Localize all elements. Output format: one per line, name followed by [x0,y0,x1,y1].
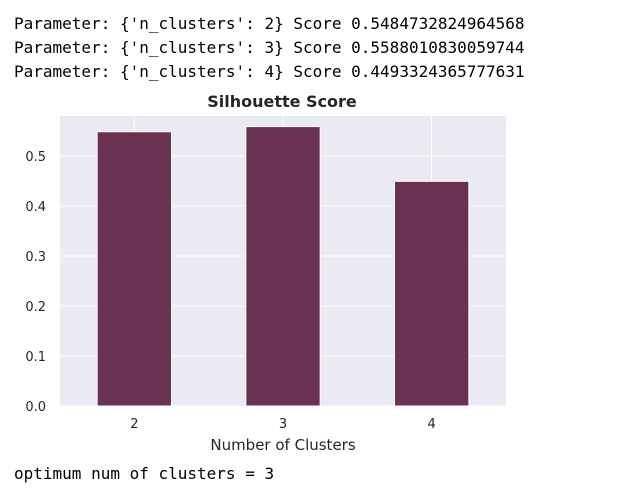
output-footer: optimum num of clusters = 3 [14,464,275,483]
bar-clusters-2 [96,131,172,407]
x-tick-label: 4 [428,417,436,432]
y-tick-label: 0.3 [25,250,46,265]
x-tick-label: 3 [279,417,287,432]
output-line-1: Parameter: {'n_clusters': 2} Score 0.548… [14,14,525,33]
y-tick-label: 0.5 [25,150,46,165]
y-tick-label: 0.4 [25,200,46,215]
output-line-3: Parameter: {'n_clusters': 4} Score 0.449… [14,62,525,81]
x-tick-label: 2 [130,417,138,432]
y-tick-label: 0.0 [25,400,46,415]
chart-title: Silhouette Score [207,92,357,111]
x-axis-label: Number of Clusters [210,436,355,454]
output-line-2: Parameter: {'n_clusters': 3} Score 0.558… [14,38,525,57]
y-tick-label: 0.1 [25,350,46,365]
y-tick-label: 0.2 [25,300,46,315]
bar-clusters-3 [245,126,321,407]
bar-clusters-4 [394,180,470,407]
